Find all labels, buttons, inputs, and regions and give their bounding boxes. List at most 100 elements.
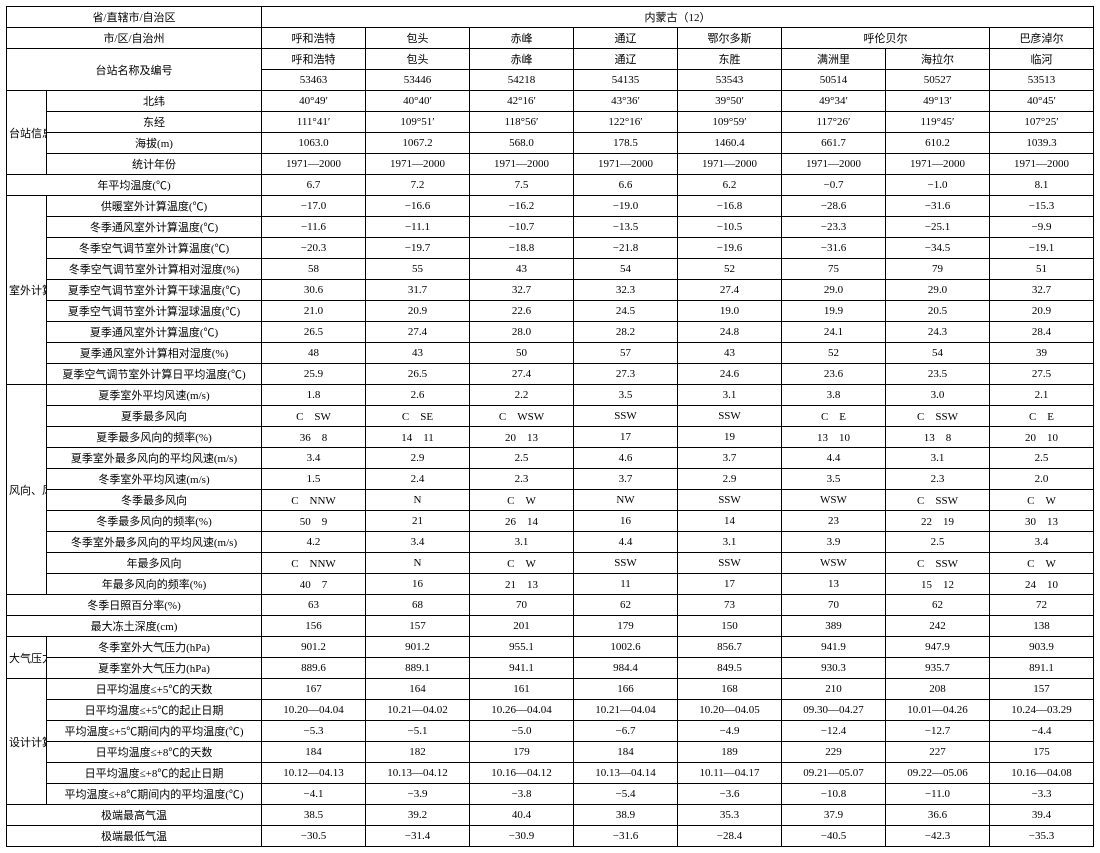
param-label: 极端最低气温 bbox=[7, 826, 262, 847]
data-cell: 30.6 bbox=[262, 280, 366, 301]
data-cell: 23.6 bbox=[782, 364, 886, 385]
station-code: 54218 bbox=[470, 70, 574, 91]
data-cell: 39.4 bbox=[990, 805, 1094, 826]
data-cell: 10.21—04.04 bbox=[574, 700, 678, 721]
data-cell: 40 7 bbox=[262, 574, 366, 595]
data-cell: 10.16—04.08 bbox=[990, 763, 1094, 784]
data-cell: 109°59′ bbox=[678, 112, 782, 133]
city-header: 通辽 bbox=[574, 28, 678, 49]
data-cell: −25.1 bbox=[886, 217, 990, 238]
data-cell: 13 8 bbox=[886, 427, 990, 448]
data-cell: 138 bbox=[990, 616, 1094, 637]
data-cell: 157 bbox=[366, 616, 470, 637]
section-label: 大气压力 bbox=[7, 637, 47, 679]
data-cell: 2.3 bbox=[470, 469, 574, 490]
data-cell: 4.6 bbox=[574, 448, 678, 469]
data-cell: 10.21—04.02 bbox=[366, 700, 470, 721]
data-cell: 947.9 bbox=[886, 637, 990, 658]
station-code: 50527 bbox=[886, 70, 990, 91]
data-cell: 26 14 bbox=[470, 511, 574, 532]
data-cell: −6.7 bbox=[574, 721, 678, 742]
data-cell: 43 bbox=[366, 343, 470, 364]
param-label: 平均温度≤+8℃期间内的平均温度(℃) bbox=[47, 784, 262, 805]
data-cell: −31.6 bbox=[886, 196, 990, 217]
data-cell: 10.20—04.04 bbox=[262, 700, 366, 721]
param-label: 北纬 bbox=[47, 91, 262, 112]
station-code: 53463 bbox=[262, 70, 366, 91]
data-cell: 4.2 bbox=[262, 532, 366, 553]
data-cell: 10.11—04.17 bbox=[678, 763, 782, 784]
data-cell: 856.7 bbox=[678, 637, 782, 658]
data-cell: 40.4 bbox=[470, 805, 574, 826]
data-cell: C W bbox=[470, 553, 574, 574]
data-cell: −3.9 bbox=[366, 784, 470, 805]
param-label: 日平均温度≤+8℃的天数 bbox=[47, 742, 262, 763]
data-cell: 26.5 bbox=[262, 322, 366, 343]
data-cell: 1971—2000 bbox=[782, 154, 886, 175]
section-label: 设计计算用供暖期天数及其平均温度 bbox=[7, 679, 47, 805]
param-label: 夏季通风室外计算相对湿度(%) bbox=[47, 343, 262, 364]
param-label: 夏季室外最多风向的平均风速(m/s) bbox=[47, 448, 262, 469]
section-label: 台站信息 bbox=[7, 91, 47, 175]
data-cell: 40°49′ bbox=[262, 91, 366, 112]
data-cell: −10.7 bbox=[470, 217, 574, 238]
param-label: 冬季空气调节室外计算相对湿度(%) bbox=[47, 259, 262, 280]
data-cell: −11.1 bbox=[366, 217, 470, 238]
station-name: 包头 bbox=[366, 49, 470, 70]
data-cell: 901.2 bbox=[366, 637, 470, 658]
data-cell: 661.7 bbox=[782, 133, 886, 154]
data-cell: 32.7 bbox=[470, 280, 574, 301]
city-header: 包头 bbox=[366, 28, 470, 49]
param-label: 冬季室外最多风向的平均风速(m/s) bbox=[47, 532, 262, 553]
data-cell: 16 bbox=[574, 511, 678, 532]
data-cell: 175 bbox=[990, 742, 1094, 763]
data-cell: 32.7 bbox=[990, 280, 1094, 301]
data-cell: 28.2 bbox=[574, 322, 678, 343]
data-cell: 28.4 bbox=[990, 322, 1094, 343]
param-label: 夏季室外大气压力(hPa) bbox=[47, 658, 262, 679]
data-cell: 36.6 bbox=[886, 805, 990, 826]
data-cell: −35.3 bbox=[990, 826, 1094, 847]
data-cell: 182 bbox=[366, 742, 470, 763]
data-cell: 3.1 bbox=[886, 448, 990, 469]
data-cell: 3.4 bbox=[366, 532, 470, 553]
data-cell: C SE bbox=[366, 406, 470, 427]
param-label: 日平均温度≤+5℃的天数 bbox=[47, 679, 262, 700]
data-cell: 10.16—04.12 bbox=[470, 763, 574, 784]
data-cell: 10.12—04.13 bbox=[262, 763, 366, 784]
data-cell: 179 bbox=[470, 742, 574, 763]
data-cell: −31.6 bbox=[782, 238, 886, 259]
data-cell: 17 bbox=[678, 574, 782, 595]
param-label: 极端最高气温 bbox=[7, 805, 262, 826]
data-cell: 2.9 bbox=[678, 469, 782, 490]
data-cell: 24 10 bbox=[990, 574, 1094, 595]
param-label: 最大冻土深度(cm) bbox=[7, 616, 262, 637]
data-cell: 70 bbox=[470, 595, 574, 616]
station-code: 53543 bbox=[678, 70, 782, 91]
data-cell: 161 bbox=[470, 679, 574, 700]
data-cell: 1002.6 bbox=[574, 637, 678, 658]
data-cell: 39 bbox=[990, 343, 1094, 364]
param-label: 夏季空气调节室外计算日平均温度(℃) bbox=[47, 364, 262, 385]
data-cell: 984.4 bbox=[574, 658, 678, 679]
data-cell: C W bbox=[990, 553, 1094, 574]
data-cell: 184 bbox=[574, 742, 678, 763]
data-cell: 24.8 bbox=[678, 322, 782, 343]
data-cell: 3.7 bbox=[678, 448, 782, 469]
param-label: 年平均温度(℃) bbox=[7, 175, 262, 196]
data-cell: 2.2 bbox=[470, 385, 574, 406]
data-cell: 10.26—04.04 bbox=[470, 700, 574, 721]
data-cell: −19.1 bbox=[990, 238, 1094, 259]
data-cell: 3.9 bbox=[782, 532, 886, 553]
data-cell: 3.5 bbox=[782, 469, 886, 490]
data-cell: WSW bbox=[782, 553, 886, 574]
data-cell: 3.4 bbox=[262, 448, 366, 469]
data-cell: −28.4 bbox=[678, 826, 782, 847]
data-cell: 935.7 bbox=[886, 658, 990, 679]
data-cell: 2.6 bbox=[366, 385, 470, 406]
data-cell: SSW bbox=[574, 553, 678, 574]
data-cell: 19.0 bbox=[678, 301, 782, 322]
data-cell: 22 19 bbox=[886, 511, 990, 532]
data-cell: 1067.2 bbox=[366, 133, 470, 154]
data-cell: −15.3 bbox=[990, 196, 1094, 217]
